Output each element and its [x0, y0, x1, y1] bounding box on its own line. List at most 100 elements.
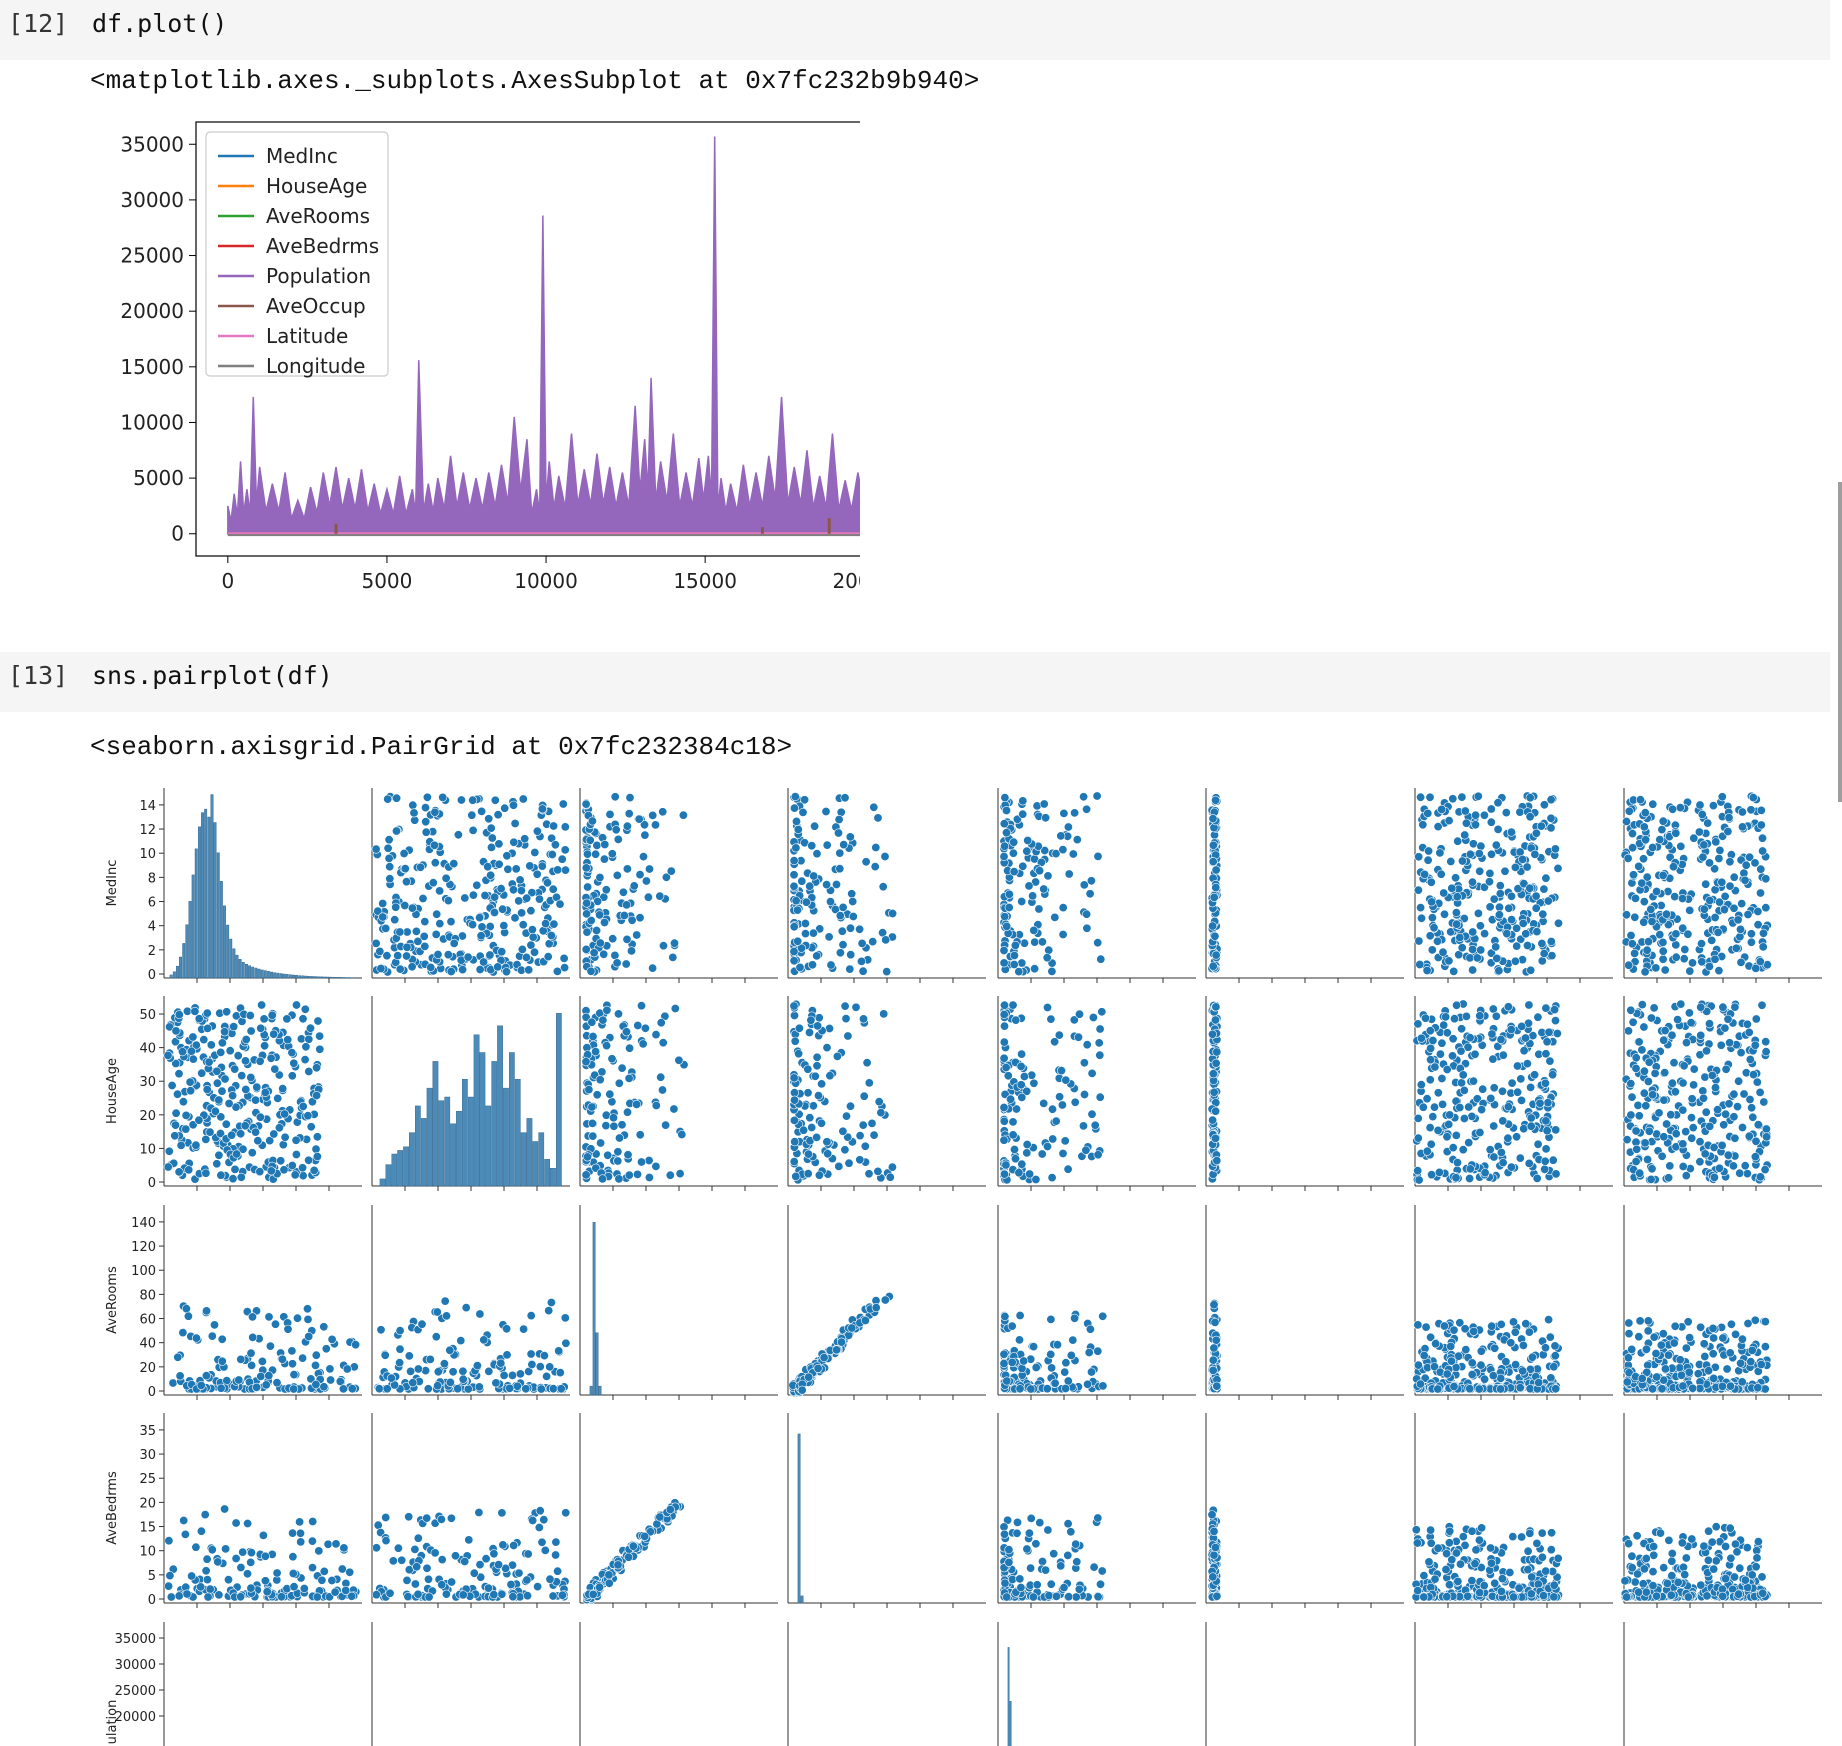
- scatter-point: [500, 803, 510, 813]
- scatter-point: [1631, 1126, 1641, 1136]
- code-input[interactable]: sns.pairplot(df): [92, 661, 333, 690]
- hist-bar: [226, 924, 230, 979]
- scatter-point: [1208, 961, 1218, 971]
- scatter-point: [261, 1380, 271, 1390]
- scatter-point: [1098, 1311, 1108, 1321]
- scatter-point: [437, 1580, 447, 1590]
- scatter-point: [1678, 1139, 1688, 1149]
- scatter-point: [534, 894, 544, 904]
- scatter-point: [422, 1563, 432, 1573]
- scatter-point: [253, 1136, 263, 1146]
- scatter-point: [1487, 849, 1497, 859]
- scatter-point: [406, 1366, 416, 1376]
- scatter-point: [265, 1136, 275, 1146]
- scatter-point: [212, 1159, 222, 1169]
- scatter-point: [1507, 915, 1517, 925]
- scatter-point: [1510, 1327, 1520, 1337]
- scatter-point: [613, 1009, 623, 1019]
- scatter-point: [1427, 913, 1437, 923]
- code-cell-13[interactable]: [13] sns.pairplot(df): [0, 652, 1830, 712]
- scatter-point: [1756, 888, 1766, 898]
- hist-bar: [467, 1096, 474, 1187]
- scatter-point: [618, 887, 628, 897]
- scatter-point: [1450, 1014, 1460, 1024]
- scatter-point: [1444, 956, 1454, 966]
- scatter-point: [301, 1042, 311, 1052]
- scatter-point: [1753, 1120, 1763, 1130]
- hist-bar: [348, 977, 352, 979]
- scatter-point: [1029, 925, 1039, 935]
- scatter-point: [822, 1137, 832, 1147]
- scatter-point: [1635, 795, 1645, 805]
- scatter-point: [1687, 1133, 1697, 1143]
- scatter-point: [1490, 1343, 1500, 1353]
- scatter-point: [309, 1165, 319, 1175]
- hist-bar: [285, 974, 289, 979]
- scatter-point: [206, 1040, 216, 1050]
- scatter-point: [789, 856, 799, 866]
- scatter-point: [510, 913, 520, 923]
- scatter-point: [789, 1001, 799, 1011]
- scatter-point: [793, 824, 803, 834]
- scatter-point: [381, 1512, 391, 1522]
- scatter-point: [999, 1021, 1009, 1031]
- scatter-point: [1761, 1047, 1771, 1057]
- scatter-point: [1624, 960, 1634, 970]
- scatter-point: [1670, 1087, 1680, 1097]
- scatter-point: [624, 1170, 634, 1180]
- scatter-point: [259, 1014, 269, 1024]
- scatter-point: [860, 1141, 870, 1151]
- scatter-point: [1061, 1358, 1071, 1368]
- scatter-point: [1530, 849, 1540, 859]
- scatter-point: [1496, 1319, 1506, 1329]
- scatter-point: [619, 911, 629, 921]
- cell-prompt: [13]: [8, 661, 69, 690]
- scatter-point: [202, 1008, 212, 1018]
- scatter-point: [1717, 877, 1727, 887]
- scatter-point: [862, 1058, 872, 1068]
- scatter-point: [1428, 1112, 1438, 1122]
- scatter-point: [1421, 1322, 1431, 1332]
- scatter-point: [808, 928, 818, 938]
- scatter-point: [560, 1313, 570, 1323]
- scatter-point: [1426, 1043, 1436, 1053]
- scatter-point: [640, 1023, 650, 1033]
- legend-entry: AveBedrms: [266, 234, 379, 258]
- scatter-point: [1047, 1173, 1057, 1183]
- scatter-point: [1655, 930, 1665, 940]
- scatter-point: [216, 1047, 226, 1057]
- hist-bar: [273, 972, 277, 979]
- scatter-point: [1458, 856, 1468, 866]
- scatter-point: [678, 810, 688, 820]
- scatter-point: [1449, 1381, 1459, 1391]
- pairplot-panel: [787, 788, 986, 983]
- scatter-point: [1438, 947, 1448, 957]
- hist-bar: [497, 1025, 503, 1187]
- hist-bar: [335, 977, 339, 979]
- scatter-point: [260, 1576, 270, 1586]
- scatter-point: [1464, 1138, 1474, 1148]
- scatter-point: [800, 795, 810, 805]
- scatter-point: [1678, 1161, 1688, 1171]
- scatter-point: [789, 870, 799, 880]
- scatter-point: [1512, 923, 1522, 933]
- scatter-point: [1008, 1130, 1018, 1140]
- code-cell-12[interactable]: [12] df.plot(): [0, 0, 1830, 60]
- scatter-point: [1025, 1169, 1035, 1179]
- scatter-point: [999, 1053, 1009, 1063]
- scatter-point: [560, 963, 570, 973]
- scatter-point: [632, 930, 642, 940]
- scatter-point: [868, 937, 878, 947]
- code-input[interactable]: df.plot(): [92, 9, 228, 38]
- scatter-point: [1669, 1058, 1679, 1068]
- scatter-point: [1039, 1098, 1049, 1108]
- scatter-point: [524, 965, 534, 975]
- scatter-point: [256, 1371, 266, 1381]
- scatter-point: [421, 827, 431, 837]
- scatter-point: [581, 1057, 591, 1067]
- scatter-point: [1493, 798, 1503, 808]
- hist-bar: [473, 1034, 480, 1187]
- scatter-point: [474, 1382, 484, 1392]
- scatter-point: [1642, 1344, 1652, 1354]
